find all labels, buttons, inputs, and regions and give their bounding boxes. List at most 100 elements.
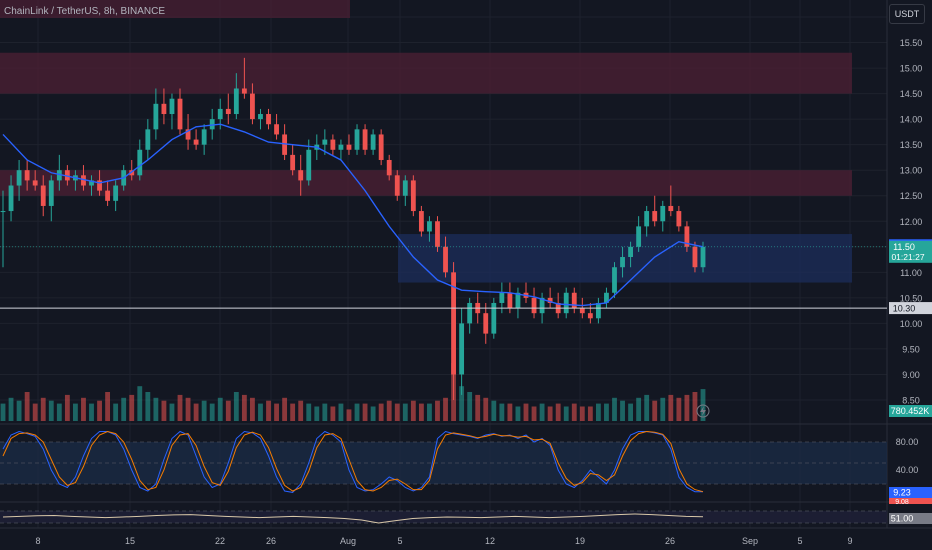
x-tick-label: 15 (125, 536, 135, 546)
candle-body (338, 144, 344, 150)
volume-bar (113, 403, 119, 421)
candle-body (483, 313, 489, 334)
candle-body (217, 108, 223, 120)
y-tick-label: 9.50 (902, 344, 920, 354)
candle-body (354, 129, 360, 150)
stoch-d-bg (889, 498, 932, 504)
rsi-value-label: 51.00 (891, 514, 914, 524)
volume-bar (105, 392, 111, 421)
candle-body (467, 302, 473, 324)
candle-body (370, 134, 376, 150)
candle-body (185, 129, 191, 140)
candle-body (700, 246, 706, 268)
horizontal-line (0, 246, 887, 309)
candle-body (604, 292, 609, 303)
currency-button[interactable]: USDT (889, 4, 925, 24)
candle-body (48, 180, 54, 206)
price-axis: 16.0015.5015.0014.5014.0013.5013.0012.50… (900, 13, 923, 406)
y-tick-label: 15.00 (900, 64, 923, 74)
volume-bar (652, 400, 658, 421)
x-tick-label: Sep (742, 536, 758, 546)
volume-bar (628, 403, 633, 421)
y-tick-label: 11.00 (900, 268, 922, 278)
candle-body (571, 292, 577, 309)
candle-body (145, 129, 151, 150)
volume-bar (499, 403, 505, 421)
volume-label-bg (889, 405, 932, 417)
y-tick-label: 12.00 (900, 217, 923, 227)
x-tick-label: 5 (797, 536, 802, 546)
candle-body (298, 170, 304, 181)
candle-body (652, 211, 658, 222)
x-tick-label: 26 (266, 536, 276, 546)
volume-bar (145, 392, 151, 421)
volume-bar (56, 403, 62, 421)
volume-bar (169, 403, 175, 421)
volume-bar (587, 406, 593, 421)
candle-body (177, 98, 183, 130)
volume-bar (644, 394, 650, 421)
candle-body (330, 139, 336, 150)
volume-bar (16, 400, 22, 421)
candle-body (322, 139, 328, 145)
moving-average (2, 123, 704, 307)
volume-bar (209, 403, 215, 421)
candle-body (515, 292, 521, 309)
volume-bar (483, 397, 489, 421)
candle-body (169, 98, 175, 115)
volume-bar (201, 400, 207, 421)
candle-body (491, 302, 497, 334)
y-tick-label: 10.50 (900, 293, 923, 303)
candle-body (274, 124, 279, 135)
volume-bar (692, 392, 698, 421)
volume-bar (282, 397, 288, 421)
volume-bar (491, 400, 497, 421)
volume-bar (620, 400, 625, 421)
candle-body (378, 134, 384, 160)
candle-body (612, 267, 617, 293)
volume-bar (40, 397, 46, 421)
candle-body (64, 170, 70, 181)
candle-body (113, 185, 119, 201)
volume-bar (555, 403, 561, 421)
volume-bar (475, 394, 481, 421)
candle-body (394, 175, 400, 196)
volume-bar (531, 406, 537, 421)
volume-bar (354, 403, 360, 421)
volume-bar (233, 392, 239, 421)
candle-body (266, 114, 271, 125)
candle-body (539, 297, 545, 314)
candle-body (386, 159, 392, 176)
candle-body (0, 211, 6, 213)
stoch-series-line (2, 430, 704, 493)
volume-bar (362, 403, 368, 421)
candle-body (89, 180, 94, 186)
candle-body (161, 103, 167, 115)
candle-body (427, 221, 432, 232)
volume-bar (410, 400, 416, 421)
x-tick-label: 12 (485, 536, 495, 546)
stoch-k-bg (889, 487, 932, 498)
candle-body (507, 292, 513, 309)
volume-bar (427, 403, 432, 421)
candle-body (16, 170, 22, 186)
candle-body (40, 185, 46, 206)
candle-body (684, 226, 690, 247)
x-tick-label: 8 (35, 536, 40, 546)
x-tick-label: Aug (340, 536, 356, 546)
candle-body (668, 205, 674, 212)
volume-bar (137, 386, 143, 421)
volume-bar (258, 403, 263, 421)
volume-bar (443, 397, 448, 421)
candle-body (443, 246, 448, 273)
volume-bar (298, 400, 304, 421)
volume-bar (306, 403, 312, 421)
ma-line (2, 123, 704, 307)
candle-body (595, 302, 601, 319)
stoch-tick-label: 80.00 (896, 437, 919, 447)
candle-body (579, 308, 585, 314)
zones (0, 0, 852, 283)
volume-bar (515, 406, 521, 421)
candle-body (137, 149, 143, 176)
